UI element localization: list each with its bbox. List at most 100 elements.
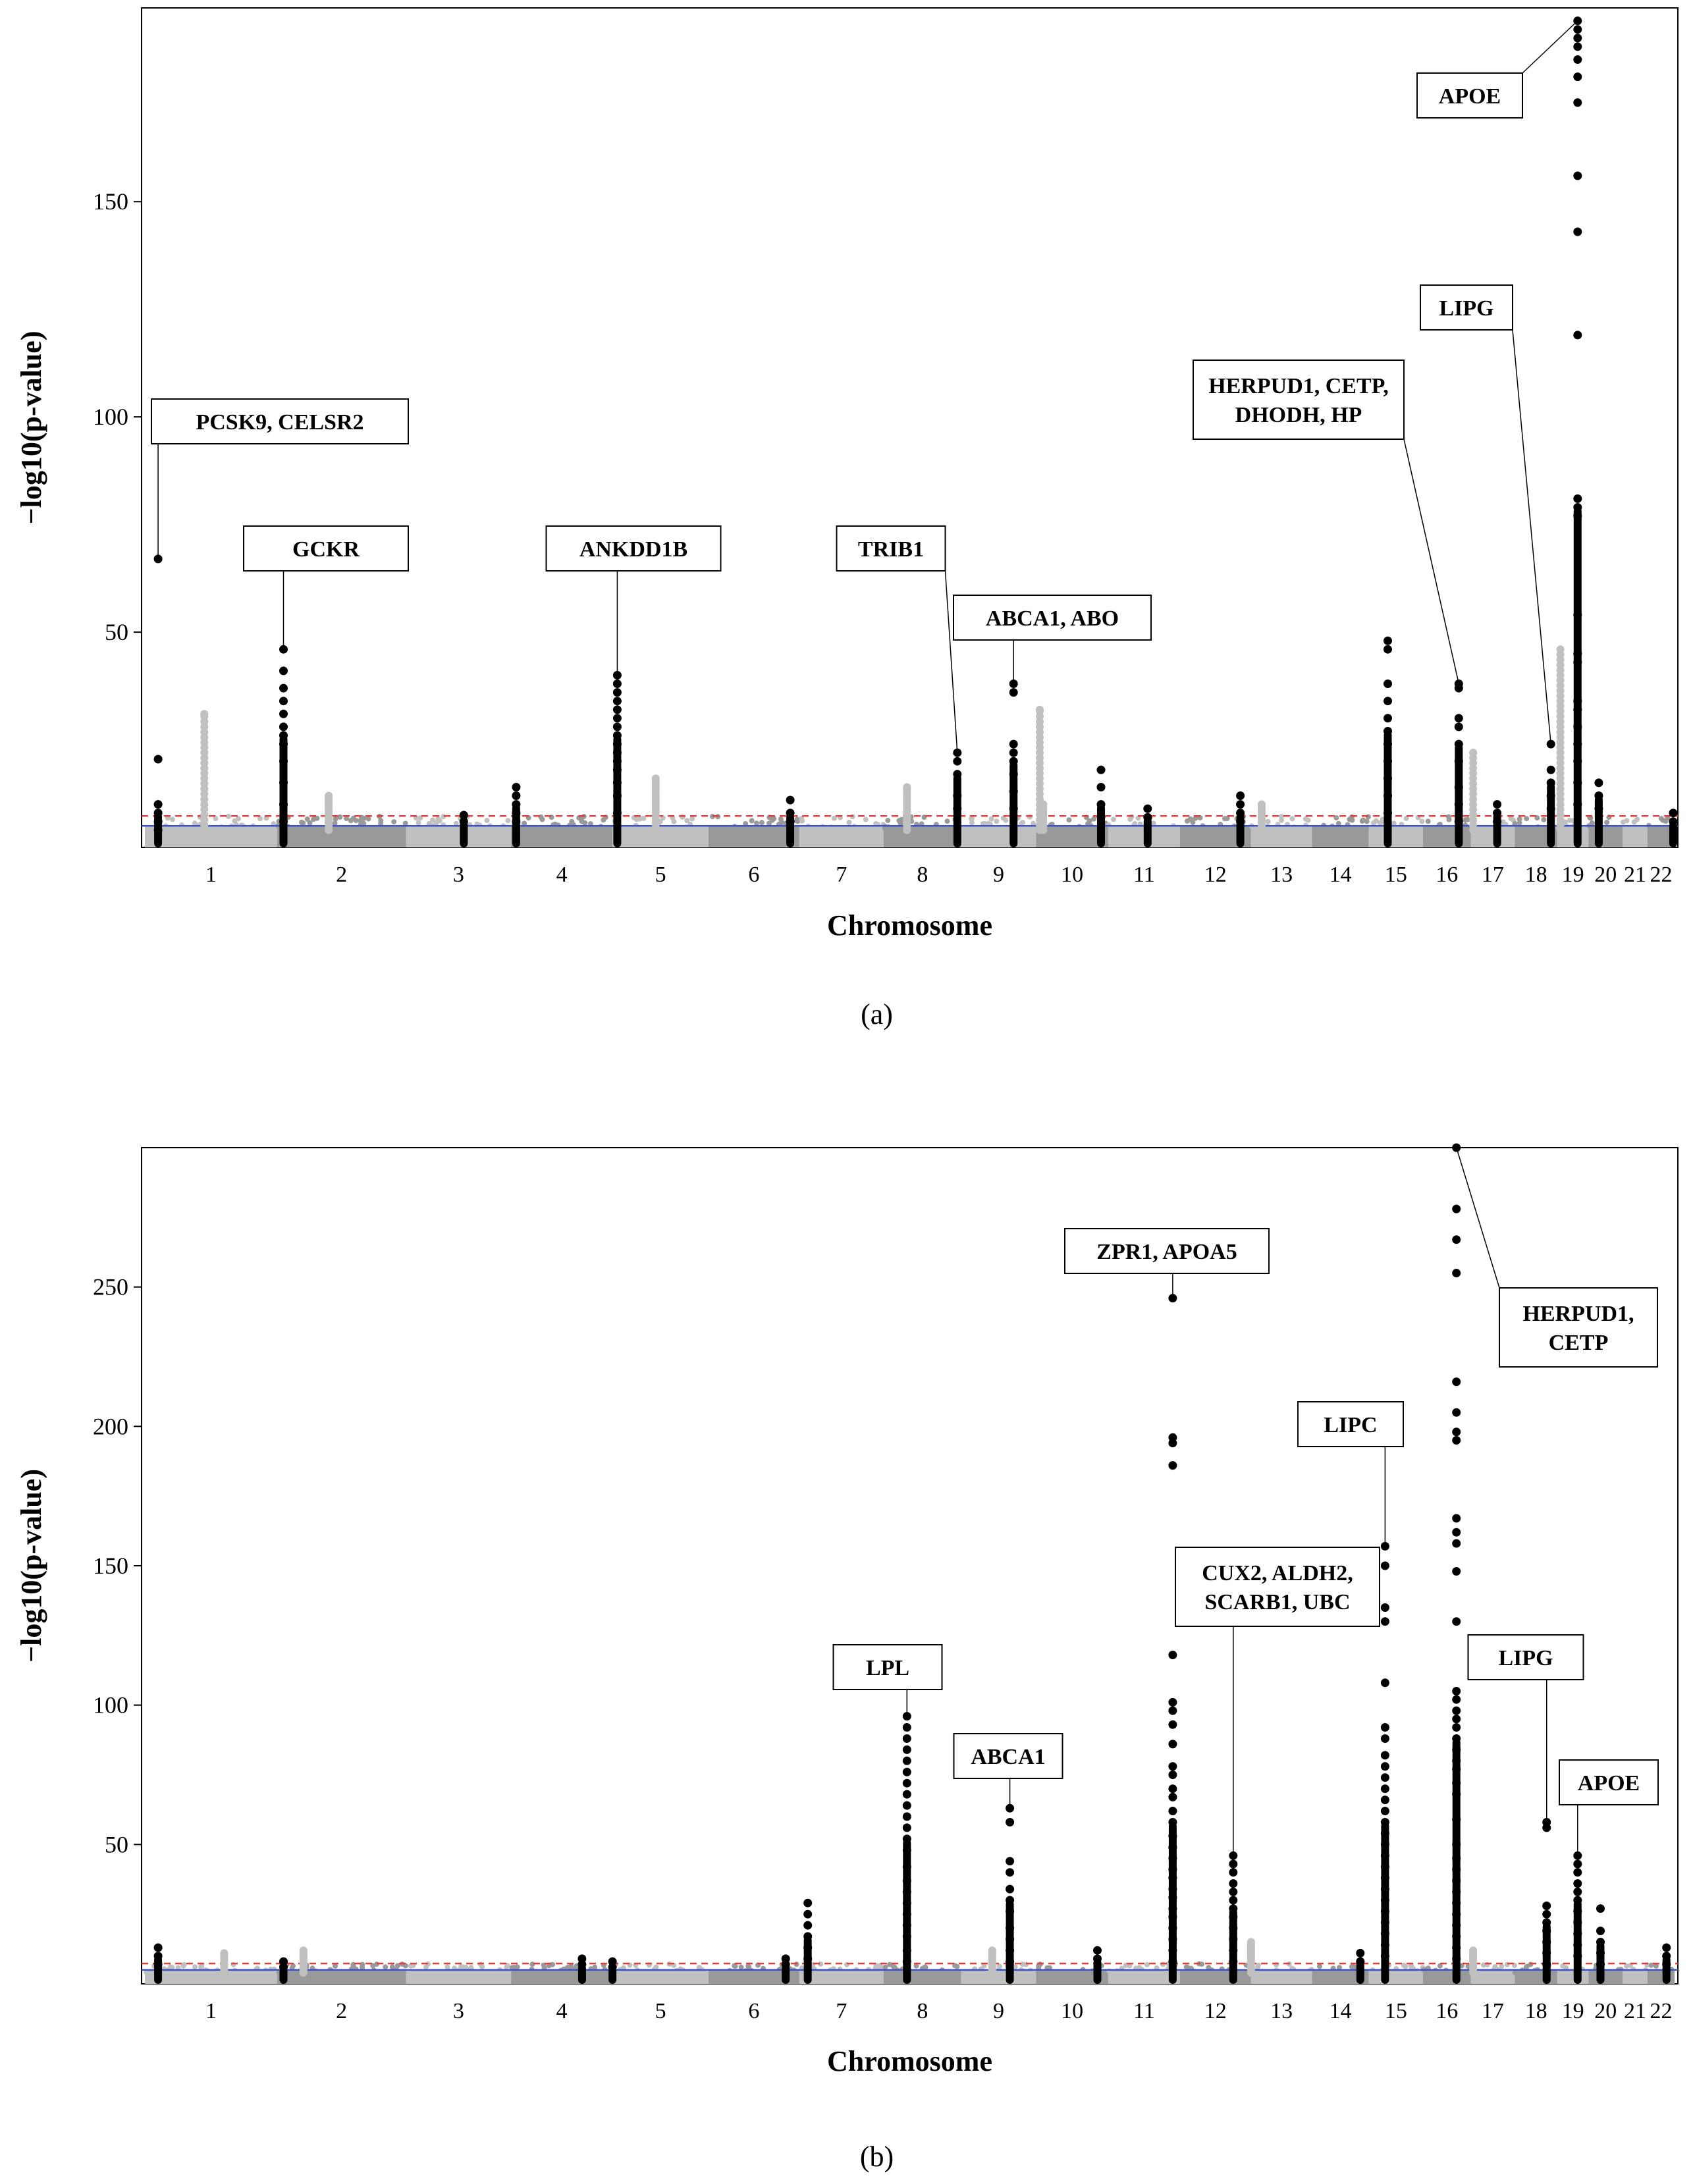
snp-point [1185,818,1191,824]
peak-snp-point [1229,1887,1238,1896]
peak-snp-point [1542,1823,1551,1832]
peak-snp-point [153,1943,163,1952]
peak-snp-point [1380,1918,1389,1927]
chromosome-band-4 [511,825,613,847]
peak-snp-point [1573,757,1582,766]
snp-point [753,820,759,826]
snp-point [360,1965,365,1970]
peak-snp-point [1168,1884,1177,1894]
snp-point [1335,820,1341,826]
snp-point [325,791,333,800]
peak-snp-point [1573,649,1582,658]
snp-point [1012,1964,1018,1970]
snp-point [954,1963,960,1969]
snp-point [1127,1963,1133,1969]
annotation-label: LPL [866,1656,909,1680]
snp-point [601,817,606,823]
snp-point [402,820,408,826]
peak-snp-point [153,1959,163,1969]
peak-snp-point [803,1943,813,1952]
peak-snp-point [1096,812,1106,822]
peak-snp-point [786,817,795,826]
snp-point [766,826,772,832]
snp-point [479,1964,485,1970]
peak-snp-point [902,1790,911,1799]
snp-point [505,818,511,824]
chromosome-band-7 [799,1969,884,1984]
annotation-leader-line [1512,329,1551,745]
chromosome-band-21 [1623,1969,1648,1984]
peak-snp-point [1452,1790,1461,1799]
peak-snp-point [1093,1946,1102,1955]
snp-point [768,1969,773,1975]
peak-snp-point [1380,1603,1389,1612]
peak-snp-point [902,1723,911,1732]
snp-point [299,819,304,825]
peak-chr22 [1669,809,1678,847]
peak-snp-point [1168,1461,1177,1470]
peak-snp-point [1542,1927,1551,1936]
annotation-box [1416,72,1523,119]
annotation-box [151,398,409,444]
peak-snp-point [902,1846,911,1855]
snp-point [435,816,441,822]
peak-snp-point [279,739,288,749]
snp-point [899,816,905,822]
peak-chr8 [902,1712,911,1984]
snp-point [981,1963,987,1969]
peak-snp-point [1662,1952,1671,1961]
peak-snp-point [1454,817,1463,826]
chromosome-band-15 [1368,1969,1423,1984]
x-tick-label-chr13: 13 [1270,863,1293,887]
peak-snp-point [902,1778,911,1788]
snp-point [509,1965,515,1971]
peak-snp-point [1006,1957,1015,1966]
peak-snp-point [153,800,163,809]
peak-snp-point [1542,1948,1551,1958]
peak-snp-point [1452,1427,1461,1437]
peak-snp-point [1573,1887,1582,1896]
snp-point [255,1968,261,1974]
snp-point [1401,1963,1407,1968]
peak-snp-point [1384,636,1392,645]
peak-snp-point [1236,809,1245,818]
x-axis-title: Chromosome [827,2045,992,2077]
snp-point [333,816,338,822]
snp-point [1189,825,1195,831]
peak-snp-point [279,778,288,787]
x-tick-label-chr17: 17 [1482,863,1504,887]
chromosome-band-17 [1470,825,1515,847]
peak-snp-point [1452,1898,1461,1907]
peak-column [460,821,468,847]
snp-point [1087,826,1092,832]
peak-snp-point [459,811,468,820]
snp-point [1508,816,1514,822]
annotation-label: ABCA1, ABO [986,606,1119,631]
peak-snp-point [512,800,521,809]
chromosome-band-8 [884,825,961,847]
annotation-chr15: LIPC [1297,1401,1404,1547]
peak-chr10 [1093,1946,1102,1984]
chromosome-band-12 [1179,1969,1251,1984]
peak-snp-point [1596,1927,1605,1936]
peak-snp-point [1542,1902,1551,1910]
annotation-box [1559,1759,1659,1805]
x-tick-label-chr8: 8 [917,1999,928,2023]
snp-point [1469,1946,1478,1955]
annotation-chr18: LIPG [1467,1634,1584,1823]
peak-column [1009,761,1018,847]
snp-point [1623,1970,1628,1975]
snp-point [579,818,585,824]
peak-snp-point [1452,1734,1461,1743]
annotation-label: HERPUD1, [1522,1302,1634,1326]
peak-snp-point [1452,1921,1461,1930]
annotation-chr18: LIPG [1420,284,1551,745]
peak-snp-point [1594,778,1603,787]
peak-snp-point [1573,503,1582,512]
peak-snp-point [1143,804,1152,813]
snp-point [337,814,343,820]
peak-snp-point [1452,1695,1461,1704]
gray-peak-chr12 [1258,800,1266,834]
snp-point [632,1970,637,1975]
peak-snp-point [1573,658,1582,667]
